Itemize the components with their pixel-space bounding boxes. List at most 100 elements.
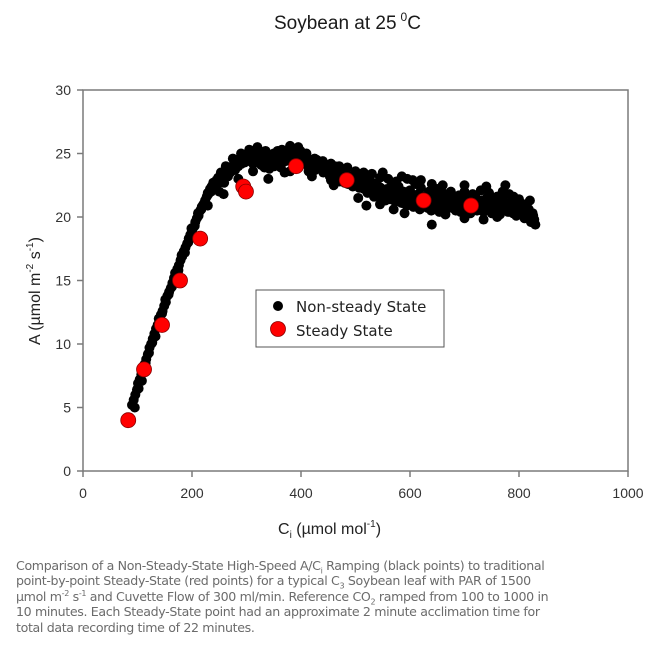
legend-marker-steady [270, 321, 286, 337]
data-point-non-steady [481, 181, 492, 192]
y-axis: 0 5 10 15 20 25 30 [55, 82, 83, 479]
data-point-non-steady [219, 177, 230, 188]
x-tick-label: 400 [289, 485, 313, 501]
data-point-steady [415, 192, 432, 209]
data-point-non-steady [163, 289, 174, 300]
data-point-non-steady [492, 191, 503, 202]
y-tick-label: 30 [55, 82, 71, 98]
data-point-non-steady [492, 212, 503, 222]
data-point-non-steady [399, 208, 410, 219]
data-point-non-steady [244, 144, 255, 155]
data-point-non-steady [459, 213, 470, 224]
data-point-steady [463, 197, 479, 214]
data-point-non-steady [301, 148, 312, 159]
data-point-non-steady [388, 204, 399, 215]
data-point-non-steady [279, 167, 290, 178]
y-tick-label: 5 [63, 400, 71, 416]
x-tick-label: 0 [79, 485, 87, 501]
data-point-non-steady [150, 331, 161, 342]
caption-line-4: 10 minutes. Each Steady-State point had … [16, 604, 540, 620]
data-point-non-steady [143, 347, 154, 358]
x-tick-label: 200 [180, 485, 204, 501]
chart-title-unit: C [407, 13, 421, 34]
series-non-steady-state [127, 140, 541, 413]
data-point-non-steady [183, 237, 194, 248]
data-point-non-steady [202, 200, 213, 211]
data-point-non-steady [263, 173, 274, 184]
data-point-non-steady [524, 195, 535, 206]
data-point-non-steady [454, 190, 465, 201]
data-point-non-steady [317, 156, 328, 167]
series-steady-state [120, 158, 479, 429]
data-point-non-steady [236, 148, 247, 159]
data-point-non-steady [189, 220, 200, 231]
data-point-non-steady [293, 142, 304, 153]
data-point-non-steady [157, 308, 168, 319]
data-point-non-steady [426, 178, 437, 189]
y-axis-label: A (µmol m-2 s-1) [25, 237, 44, 345]
data-point-steady [136, 361, 152, 378]
y-tick-label: 10 [55, 336, 71, 352]
data-point-non-steady [260, 145, 271, 156]
data-point-non-steady [334, 161, 345, 172]
data-point-non-steady [227, 153, 238, 164]
data-point-non-steady [467, 189, 478, 200]
data-point-non-steady [478, 214, 489, 225]
data-point-non-steady [445, 186, 456, 197]
y-tick-label: 15 [55, 273, 71, 289]
data-point-non-steady [500, 180, 511, 191]
x-axis: 0 200 400 600 800 1000 [79, 471, 644, 501]
data-point-non-steady [218, 189, 229, 200]
figure-caption: Comparison of a Non-Steady-State High-Sp… [16, 558, 641, 635]
data-point-steady [120, 412, 137, 429]
x-tick-label: 600 [398, 485, 422, 501]
x-tick-label: 800 [507, 485, 531, 501]
y-tick-label: 25 [55, 146, 71, 162]
data-point-non-steady [366, 168, 377, 179]
data-point-non-steady [129, 402, 140, 413]
legend-label-non-steady: Non-steady State [296, 298, 426, 316]
data-point-non-steady [248, 166, 259, 177]
data-point-non-steady [276, 144, 287, 155]
data-point-non-steady [136, 375, 147, 386]
data-point-non-steady [350, 166, 361, 177]
data-point-non-steady [377, 167, 388, 178]
chart-title-text: Soybean at 25 [274, 13, 397, 34]
data-point-non-steady [426, 219, 437, 230]
data-point-non-steady [220, 161, 231, 172]
data-point-non-steady [285, 140, 296, 151]
data-point-steady [238, 183, 254, 200]
data-point-non-steady [407, 175, 418, 186]
data-point-non-steady [391, 176, 402, 187]
data-point-non-steady [325, 175, 336, 186]
data-point-non-steady [353, 192, 364, 203]
data-point-non-steady [437, 180, 448, 191]
chart-title: Soybean at 25 0C [274, 10, 421, 34]
legend-box [255, 289, 445, 348]
data-point-non-steady [440, 209, 451, 220]
x-axis-label: Ci (µmol mol-1) [278, 519, 381, 541]
legend-label-steady: Steady State [296, 322, 393, 340]
legend-marker-non-steady [273, 301, 283, 311]
plot-frame [82, 89, 629, 472]
data-point-non-steady [133, 383, 144, 394]
x-tick-label: 1000 [612, 485, 643, 501]
data-point-non-steady [459, 180, 470, 191]
data-point-steady [288, 158, 304, 175]
data-point-non-steady [309, 153, 320, 164]
data-point-non-steady [306, 171, 317, 182]
data-point-non-steady [179, 247, 190, 258]
data-point-non-steady [375, 199, 386, 210]
data-point-non-steady [358, 167, 369, 178]
data-point-steady [338, 172, 355, 189]
data-point-steady [192, 230, 209, 247]
data-point-non-steady [325, 158, 336, 169]
caption-line-5: total data recording time of 22 minutes. [16, 619, 255, 635]
caption-line-3: µmol m-2 s-1 and Cuvette Flow of 300 ml/… [16, 588, 549, 607]
data-point-non-steady [530, 219, 541, 230]
data-point-non-steady [252, 142, 263, 153]
legend: Non-steady State Steady State [255, 289, 445, 348]
caption-line-2: point-by-point Steady-State (red points)… [16, 573, 531, 591]
caption-line-1: Comparison of a Non-Steady-State High-Sp… [16, 558, 545, 576]
